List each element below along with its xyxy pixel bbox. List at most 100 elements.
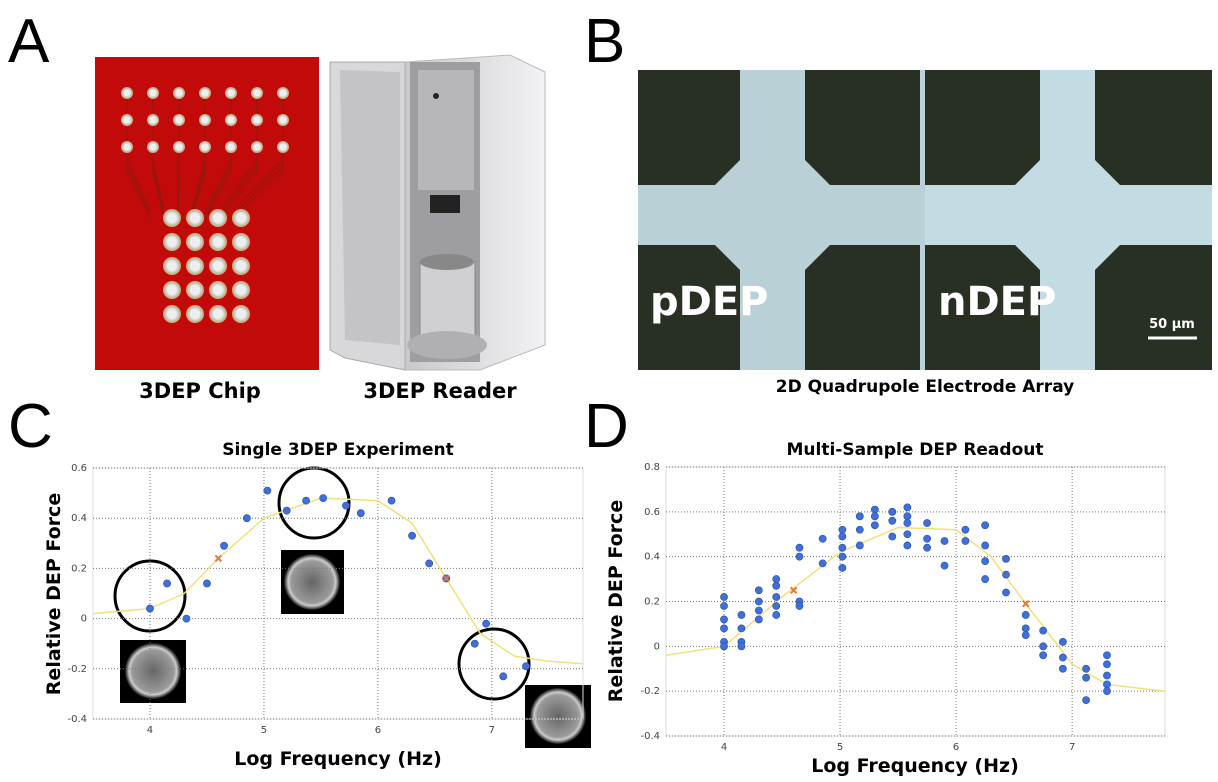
y-axis-label: Relative DEP Force (43, 493, 65, 695)
data-point (1082, 674, 1089, 681)
fit-line (666, 528, 1165, 692)
data-point (183, 615, 190, 622)
data-point (220, 542, 227, 549)
pad (173, 141, 185, 153)
y-tick-label: -0.2 (640, 686, 660, 697)
pad (277, 114, 289, 126)
data-point (904, 531, 911, 538)
panel-label: C (8, 392, 53, 461)
x-tick-label: 5 (837, 742, 843, 753)
data-point (1002, 571, 1009, 578)
pad (277, 87, 289, 99)
data-point (871, 506, 878, 513)
pad (251, 114, 263, 126)
panel-label: D (584, 392, 629, 461)
data-point (1040, 643, 1047, 650)
data-point (962, 537, 969, 544)
y-tick-label: 0.4 (71, 513, 87, 524)
data-point (738, 643, 745, 650)
data-point (962, 526, 969, 533)
caption: 3DEP Reader (363, 379, 517, 403)
y-tick-label: -0.4 (640, 731, 660, 742)
data-point (1103, 681, 1110, 688)
data-point (388, 497, 395, 504)
pad (186, 281, 204, 299)
data-point (1002, 555, 1009, 562)
data-point (320, 495, 327, 502)
data-point (146, 605, 153, 612)
data-point (483, 620, 490, 627)
pad (232, 305, 250, 323)
caption: 2D Quadrupole Electrode Array (776, 377, 1074, 397)
pad (186, 305, 204, 323)
data-point (819, 535, 826, 542)
data-point (924, 544, 931, 551)
data-point (283, 507, 290, 514)
data-point (1040, 652, 1047, 659)
data-point (720, 643, 727, 650)
data-point (796, 553, 803, 560)
data-point (1082, 697, 1089, 704)
pad (163, 233, 181, 251)
data-point (889, 508, 896, 515)
chip-image (95, 57, 319, 370)
data-point (904, 542, 911, 549)
chart-title: Single 3DEP Experiment (222, 440, 454, 460)
pad (147, 87, 159, 99)
pad (121, 87, 133, 99)
x-axis-label: Log Frequency (Hz) (811, 755, 1019, 777)
data-point (1103, 661, 1110, 668)
data-point (720, 593, 727, 600)
data-point (941, 562, 948, 569)
data-point (871, 522, 878, 529)
pad (209, 233, 227, 251)
data-point (982, 542, 989, 549)
pad (199, 141, 211, 153)
data-point (302, 497, 309, 504)
data-point (426, 560, 433, 567)
data-point (839, 544, 846, 551)
x-tick-label: 6 (953, 742, 959, 753)
data-point (408, 532, 415, 539)
pad (186, 233, 204, 251)
micrograph-label: pDEP (650, 279, 768, 325)
data-point (1022, 611, 1029, 618)
y-tick-label: 0.2 (644, 597, 660, 608)
panel-label: A (8, 7, 50, 76)
pad (163, 209, 181, 227)
y-tick-label: 0.4 (644, 552, 660, 563)
pad (209, 305, 227, 323)
data-point (342, 502, 349, 509)
data-point (720, 602, 727, 609)
micrograph-label: nDEP (938, 279, 1056, 325)
data-point (819, 560, 826, 567)
x-tick-label: 5 (261, 725, 267, 736)
data-point (839, 526, 846, 533)
pad (225, 114, 237, 126)
data-point (982, 575, 989, 582)
pad (199, 114, 211, 126)
data-point (773, 602, 780, 609)
data-point (1040, 627, 1047, 634)
data-point (856, 526, 863, 533)
data-point (755, 616, 762, 623)
x-tick-label: 4 (721, 742, 727, 753)
data-point (471, 640, 478, 647)
pad (163, 305, 181, 323)
data-point (203, 580, 210, 587)
pad (209, 257, 227, 275)
data-point (904, 513, 911, 520)
data-point (755, 598, 762, 605)
data-point (738, 611, 745, 618)
caption: 3DEP Chip (139, 379, 261, 403)
pad (232, 209, 250, 227)
pad (121, 141, 133, 153)
data-point (982, 558, 989, 565)
y-tick-label: 0.6 (71, 463, 87, 474)
data-point (904, 504, 911, 511)
y-tick-label: 0.6 (644, 507, 660, 518)
data-point (1103, 672, 1110, 679)
data-point (720, 616, 727, 623)
data-point (738, 625, 745, 632)
figure: A B C D 3DEP Chip 3DEP Reader pDEP nDEP … (0, 0, 1218, 782)
